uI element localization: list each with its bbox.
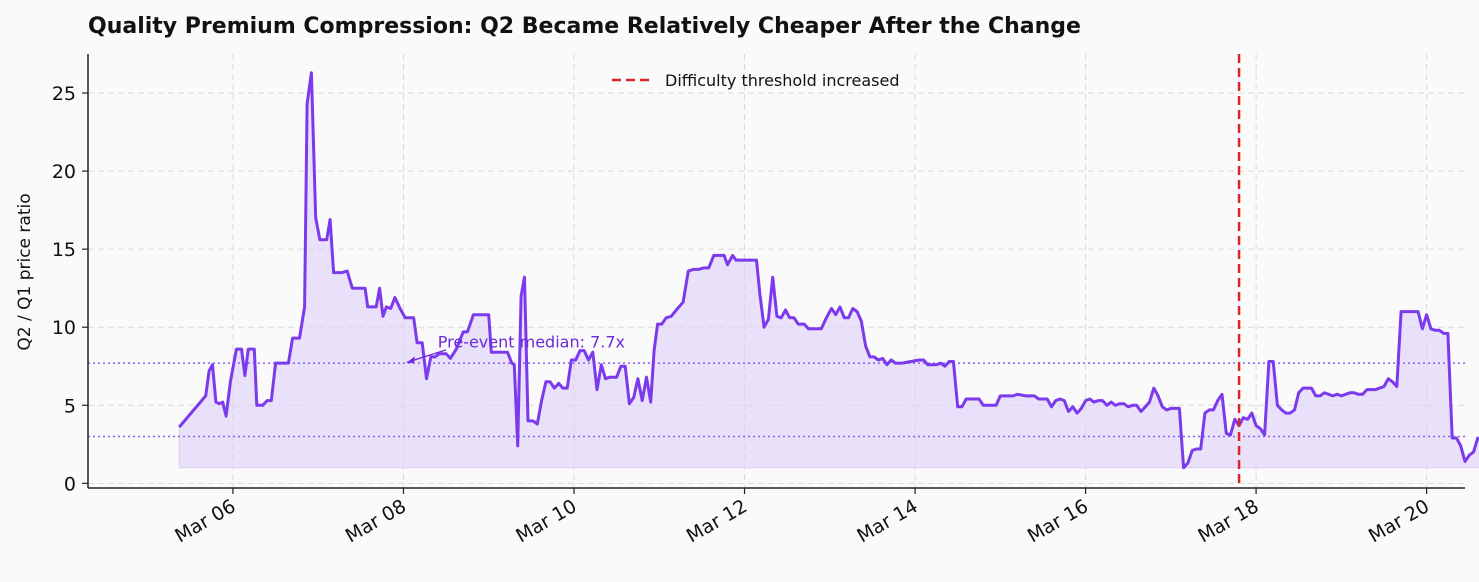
annotations: Pre-event median: 7.7xPost-event median:…: [406, 332, 625, 364]
x-tick-label: Mar 14: [853, 495, 921, 547]
pre-median-arrow-head: [406, 356, 415, 364]
x-tick-label: Mar 18: [1194, 495, 1262, 547]
series-area-fill: [178, 72, 1479, 469]
y-tick-label: 20: [52, 161, 76, 183]
legend: Difficulty threshold increased: [612, 71, 899, 90]
x-tick-label: Mar 06: [171, 495, 239, 547]
y-tick-label: 25: [52, 83, 76, 105]
x-tick-label: Mar 08: [342, 495, 410, 547]
pre-median-annotation: Pre-event median: 7.7x: [438, 332, 625, 351]
chart-title: Quality Premium Compression: Q2 Became R…: [88, 14, 1081, 39]
area-fill-layer: [178, 72, 1479, 469]
axes: [87, 54, 1465, 489]
x-tick-label: Mar 16: [1024, 495, 1092, 547]
x-tick-label: Mar 12: [683, 495, 751, 547]
y-tick-label: 0: [64, 473, 76, 495]
y-tick-label: 10: [52, 317, 76, 339]
series-line-ratio: [178, 71, 1479, 470]
legend-label-event: Difficulty threshold increased: [665, 71, 899, 90]
series-layer: [178, 71, 1479, 470]
y-axis-label: Q2 / Q1 price ratio: [15, 193, 35, 350]
x-tick-label: Mar 20: [1365, 495, 1433, 547]
y-tick-label: 5: [64, 395, 76, 417]
y-tick-label: 15: [52, 239, 76, 261]
x-tick-label: Mar 10: [512, 495, 580, 547]
